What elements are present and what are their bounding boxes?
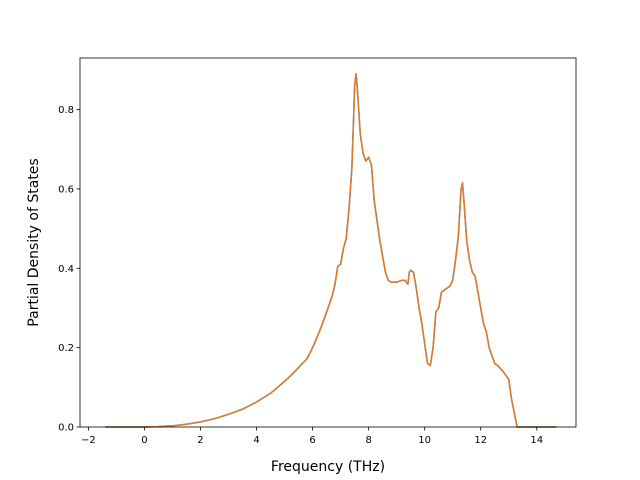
y-tick-label: 0.0: [58, 423, 74, 434]
x-axis-label: Frequency (THz): [271, 459, 385, 475]
x-tick-label: 2: [197, 435, 203, 446]
x-tick-label: 8: [365, 435, 371, 446]
y-tick-label: 0.8: [58, 105, 74, 116]
y-tick-label: 0.6: [58, 184, 74, 195]
y-axis-label: Partial Density of States: [26, 158, 42, 326]
x-tick-label: 0: [141, 435, 147, 446]
x-tick-label: 4: [253, 435, 259, 446]
x-tick-label: 14: [530, 435, 543, 446]
axes: −2 0 2 4 6 8 10 12 14 0.0 0.2 0.4 0.6 0.8: [58, 57, 577, 446]
x-tick-label: −2: [81, 435, 96, 446]
x-tick-label: 6: [309, 435, 315, 446]
axes-frame: [79, 57, 577, 428]
x-tick-label: 12: [474, 435, 487, 446]
x-tick-label: 10: [418, 435, 431, 446]
y-tick-label: 0.2: [58, 343, 74, 354]
plot-area: [105, 73, 557, 428]
y-tick-label: 0.4: [58, 264, 74, 275]
series-line-0: [105, 73, 557, 428]
